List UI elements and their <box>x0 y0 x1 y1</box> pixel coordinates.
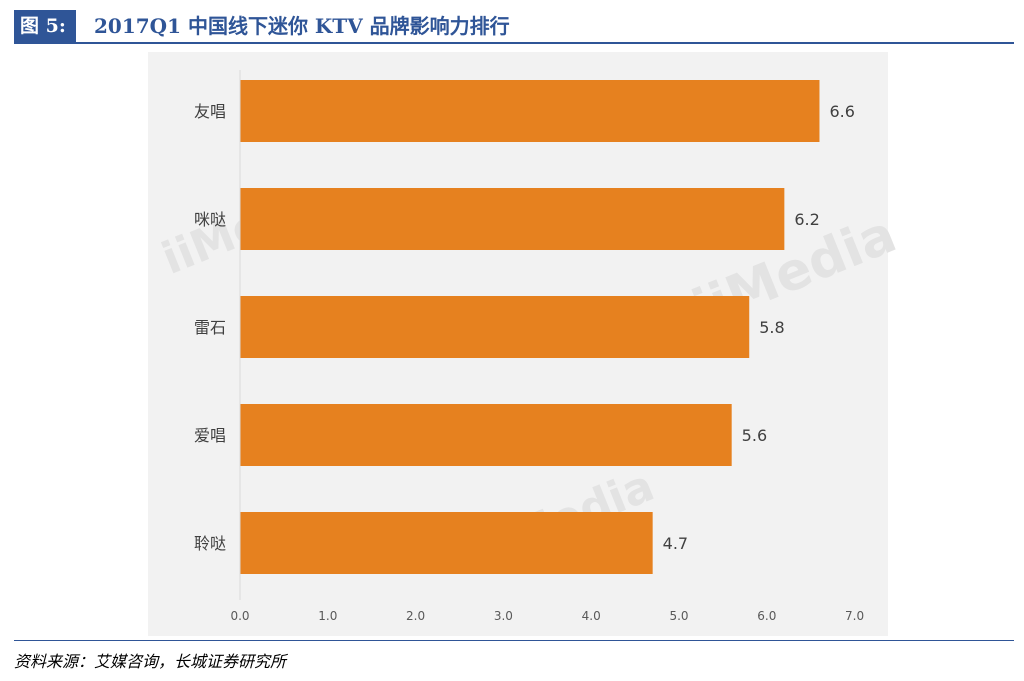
source-note: 资料来源：艾媒咨询，长城证券研究所 <box>14 652 287 671</box>
x-tick-label: 0.0 <box>230 609 249 623</box>
bar <box>240 512 653 574</box>
value-label: 6.2 <box>794 210 819 229</box>
x-tick-label: 6.0 <box>757 609 776 623</box>
x-tick-label: 3.0 <box>494 609 513 623</box>
bar <box>240 296 750 358</box>
figure-label: 图 5: <box>14 10 76 42</box>
x-tick-label: 4.0 <box>582 609 601 623</box>
category-label: 咪哒 <box>194 210 226 229</box>
category-label: 爱唱 <box>194 426 226 445</box>
footer-rule <box>14 640 1014 641</box>
value-label: 5.6 <box>742 426 767 445</box>
figure-header: 图 5: 2017Q1 中国线下迷你 KTV 品牌影响力排行 <box>14 8 1014 44</box>
x-tick-label: 2.0 <box>406 609 425 623</box>
x-tick-label: 1.0 <box>318 609 337 623</box>
category-label: 友唱 <box>194 102 226 121</box>
bar <box>240 80 820 142</box>
value-label: 4.7 <box>663 534 688 553</box>
x-tick-label: 5.0 <box>669 609 688 623</box>
bar-chart: 友唱 6.6 咪哒 6.2 雷石 5.8 爱唱 5.6 聆哒 4.7 0.0 1.0 2.0 3.0 4.… <box>194 70 864 623</box>
chart-panel: iiMedia iiMedia iiMedia 友唱6.6咪哒6.2雷石5.8爱… <box>148 52 904 636</box>
figure-title: 2017Q1 中国线下迷你 KTV 品牌影响力排行 <box>94 14 510 38</box>
value-label: 6.6 <box>829 102 854 121</box>
value-label: 5.8 <box>759 318 784 337</box>
category-label: 雷石 <box>194 318 226 337</box>
category-label: 聆哒 <box>194 534 226 553</box>
bar <box>240 188 785 250</box>
bar <box>240 404 732 466</box>
x-tick-label: 7.0 <box>845 609 864 623</box>
